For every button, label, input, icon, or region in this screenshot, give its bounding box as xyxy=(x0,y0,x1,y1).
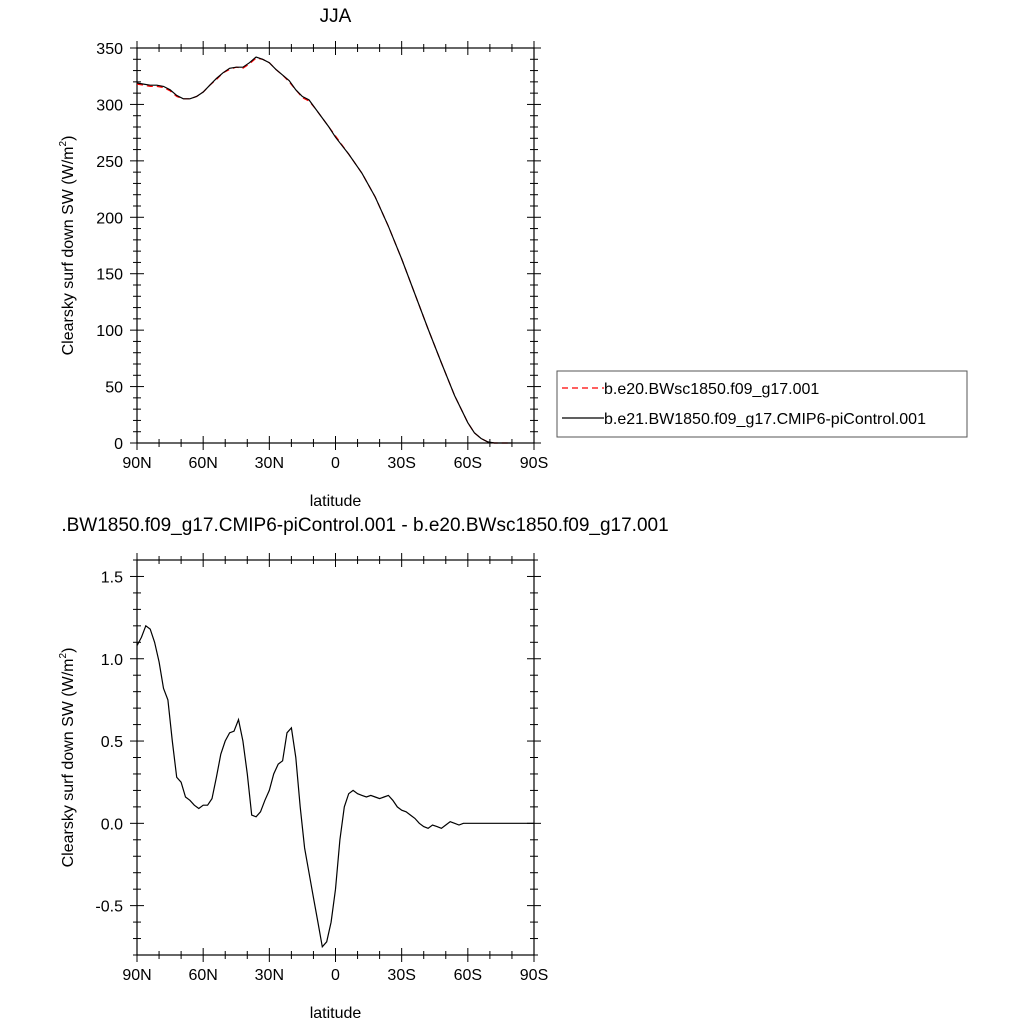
bottom-axis-ticks xyxy=(130,553,541,962)
x-tick-label: 0 xyxy=(331,455,340,472)
x-tick-label: 90S xyxy=(520,967,548,984)
x-tick-label: 60N xyxy=(188,455,217,472)
y-tick-label: 200 xyxy=(96,210,123,227)
top-series-line-0 xyxy=(136,57,512,444)
y-tick-label: 350 xyxy=(96,41,123,58)
y-tick-label: 1.5 xyxy=(101,569,123,586)
top-series-line-1 xyxy=(136,56,512,444)
x-tick-label: 90S xyxy=(520,455,548,472)
x-tick-label: 60S xyxy=(454,455,482,472)
top-series-lines xyxy=(136,56,512,444)
bottom-series-lines xyxy=(136,624,534,949)
x-tick-label: 0 xyxy=(331,967,340,984)
top-x-axis-title: latitude xyxy=(310,493,362,510)
bottom-series-line-0 xyxy=(136,624,534,949)
top-plot-frame xyxy=(136,47,535,444)
top-chart-panel: JJA 90N 60N 30N 0 30S 60S 90S 0 50 100 150 200 250 30… xyxy=(58,6,968,510)
y-tick-label: 300 xyxy=(96,97,123,114)
x-tick-label: 90N xyxy=(122,967,151,984)
y-tick-label: 250 xyxy=(96,154,123,171)
bottom-chart-title: .BW1850.f09_g17.CMIP6-piControl.001 - b.… xyxy=(61,515,668,536)
x-tick-label: 30S xyxy=(387,455,415,472)
y-tick-label: 0 xyxy=(114,436,123,453)
x-tick-label: 60S xyxy=(454,967,482,984)
x-tick-label: 90N xyxy=(122,455,151,472)
bottom-axis-tick-labels: 90N 60N 30N 0 30S 60S 90S -0.5 0.0 0.5 1.0 1.5 xyxy=(95,569,548,984)
top-axis-ticks xyxy=(130,41,541,450)
y-tick-label: -0.5 xyxy=(95,899,123,916)
legend-label-1: b.e21.BW1850.f09_g17.CMIP6-piControl.001 xyxy=(604,411,926,428)
top-chart-title: JJA xyxy=(320,6,352,27)
y-tick-label: 150 xyxy=(96,267,123,284)
y-tick-label: 1.0 xyxy=(101,652,123,669)
chart-legend: b.e20.BWsc1850.f09_g17.001 b.e21.BW1850.… xyxy=(556,370,968,438)
legend-box xyxy=(556,370,968,438)
x-tick-label: 30S xyxy=(387,967,415,984)
y-tick-label: 0.5 xyxy=(101,734,123,751)
legend-label-0: b.e20.BWsc1850.f09_g17.001 xyxy=(604,381,819,398)
bottom-y-axis-title: Clearsky surf down SW (W/m2) xyxy=(58,648,77,868)
bottom-x-axis-title: latitude xyxy=(310,1005,362,1022)
x-tick-label: 30N xyxy=(255,455,284,472)
y-tick-label: 50 xyxy=(105,380,123,397)
top-axis-tick-labels: 90N 60N 30N 0 30S 60S 90S 0 50 100 150 200 250 300 350 xyxy=(96,41,548,472)
top-y-axis-title: Clearsky surf down SW (W/m2) xyxy=(58,136,77,356)
bottom-chart-panel: .BW1850.f09_g17.CMIP6-piControl.001 - b.… xyxy=(58,515,669,1022)
bottom-plot-frame xyxy=(136,559,535,956)
x-tick-label: 30N xyxy=(255,967,284,984)
y-tick-label: 0.0 xyxy=(101,816,123,833)
y-tick-label: 100 xyxy=(96,323,123,340)
x-tick-label: 60N xyxy=(188,967,217,984)
